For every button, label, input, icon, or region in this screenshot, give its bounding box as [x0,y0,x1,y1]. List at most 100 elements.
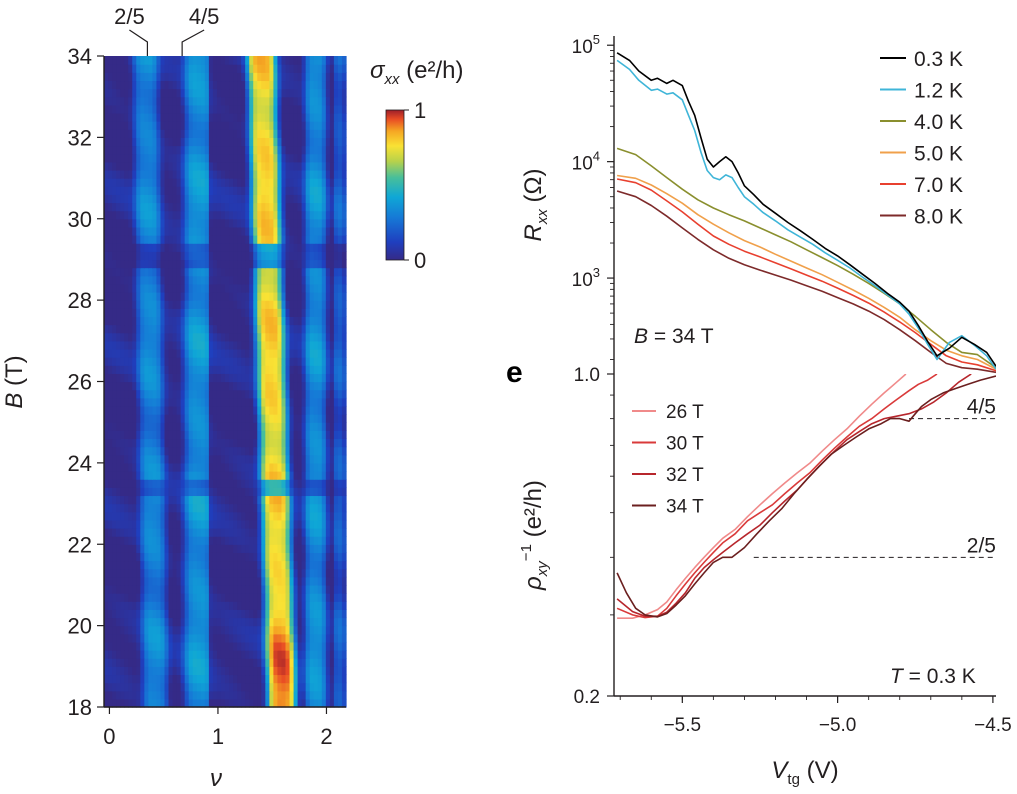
heatmap-cell [285,454,291,464]
heatmap-cell [140,251,145,261]
heatmap-cell [180,381,186,391]
heatmap-cell [317,389,323,399]
heatmap-cell [156,601,162,610]
heatmap-cell [212,129,218,138]
heatmap-cell [237,357,242,366]
heatmap-cell [245,235,250,244]
heatmap-cell [156,210,162,220]
heatmap-cell [333,414,339,423]
heatmap-cell [293,357,299,366]
heatmap-cell [164,218,170,228]
heatmap-cell [329,593,335,602]
heatmap-cell [313,682,319,692]
heatmap-cell [116,690,121,700]
heatmap-cell [184,226,190,236]
heatmap-cell [220,625,226,635]
heatmap-cell [285,80,291,90]
heatmap-cell [297,72,303,82]
heatmap-cell [164,682,170,692]
heatmap-cell [112,495,117,505]
heatmap-cell [188,251,194,261]
heatmap-cell [192,267,198,277]
heatmap-cell [148,511,153,521]
heatmap-cell [261,552,266,562]
heatmap-cell [164,251,170,261]
heatmap-cell [188,202,194,212]
heatmap-cell [176,194,182,204]
heatmap-cell [164,324,170,334]
heatmap-cell [337,397,343,407]
heatmap-cell [269,300,274,309]
heatmap-cell [245,650,250,659]
heatmap-cell [321,137,327,147]
heatmap-cell [341,625,347,635]
heatmap-cell [265,617,270,627]
heatmap-cell [245,503,250,513]
heatmap-cell [172,422,178,431]
heatmap-cell [184,88,190,98]
heatmap-cell [220,666,226,676]
heatmap-cell [313,373,319,383]
heatmap-cell [305,422,311,431]
heatmap-cell [333,283,339,293]
heatmap-cell [168,202,174,212]
heatmap-cell [116,161,121,171]
heatmap-cell [196,251,202,261]
heatmap-cell [229,527,234,537]
heatmap-cell [245,129,250,138]
heatmap-cell [220,332,226,342]
heatmap-cell [261,617,266,627]
heatmap-cell [192,80,198,90]
heatmap-cell [112,226,117,236]
heatmap-cell [273,332,279,342]
heatmap-cell [333,129,339,138]
heatmap-cell [253,584,258,594]
heatmap-cell [329,560,335,570]
heatmap-cell [337,194,343,204]
heatmap-cell [297,218,303,228]
heatmap-cell [124,340,129,350]
heatmap-cell [301,479,307,488]
rxx-y-tick-label: 105 [572,32,600,58]
heatmap-cell [241,186,246,195]
heatmap-cell [285,576,291,586]
heatmap-cell [249,544,254,553]
heatmap-cell [293,658,299,667]
heatmap-cell [253,397,258,407]
heatmap-cell [341,454,347,464]
heatmap-cell [192,495,198,505]
heatmap-cell [265,552,270,562]
heatmap-cell [164,698,170,708]
heatmap-cell [265,145,270,155]
heatmap-cell [225,348,230,358]
heatmap-cell [160,593,166,602]
heatmap-cell [176,625,182,635]
heatmap-cell [156,422,162,431]
heatmap-cell [237,96,242,106]
heatmap-cell [136,96,141,106]
heatmap-cell [120,267,125,277]
heatmap-cell [261,340,266,350]
heatmap-cell [333,446,339,456]
heatmap-cell [204,462,210,472]
heatmap-cell [144,96,149,106]
heatmap-cell [148,698,153,708]
heatmap-cell [204,259,210,269]
heatmap-cell [148,666,153,676]
heatmap-cell [200,698,206,708]
heatmap-cell [128,308,133,317]
heatmap-cell [140,169,145,179]
heatmap-cell [188,422,194,431]
heatmap-cell [104,64,109,73]
heatmap-cell [257,373,262,383]
heatmap-cell [317,674,323,684]
heatmap-cell [241,641,246,651]
heatmap-cell [132,267,137,277]
heatmap-cell [216,584,222,594]
heatmap-cell [132,430,137,440]
heatmap-cell [301,308,307,317]
heatmap-cell [132,487,137,497]
heatmap-cell [329,511,335,521]
heatmap-cell [225,373,230,383]
heatmap-cell [140,64,145,73]
